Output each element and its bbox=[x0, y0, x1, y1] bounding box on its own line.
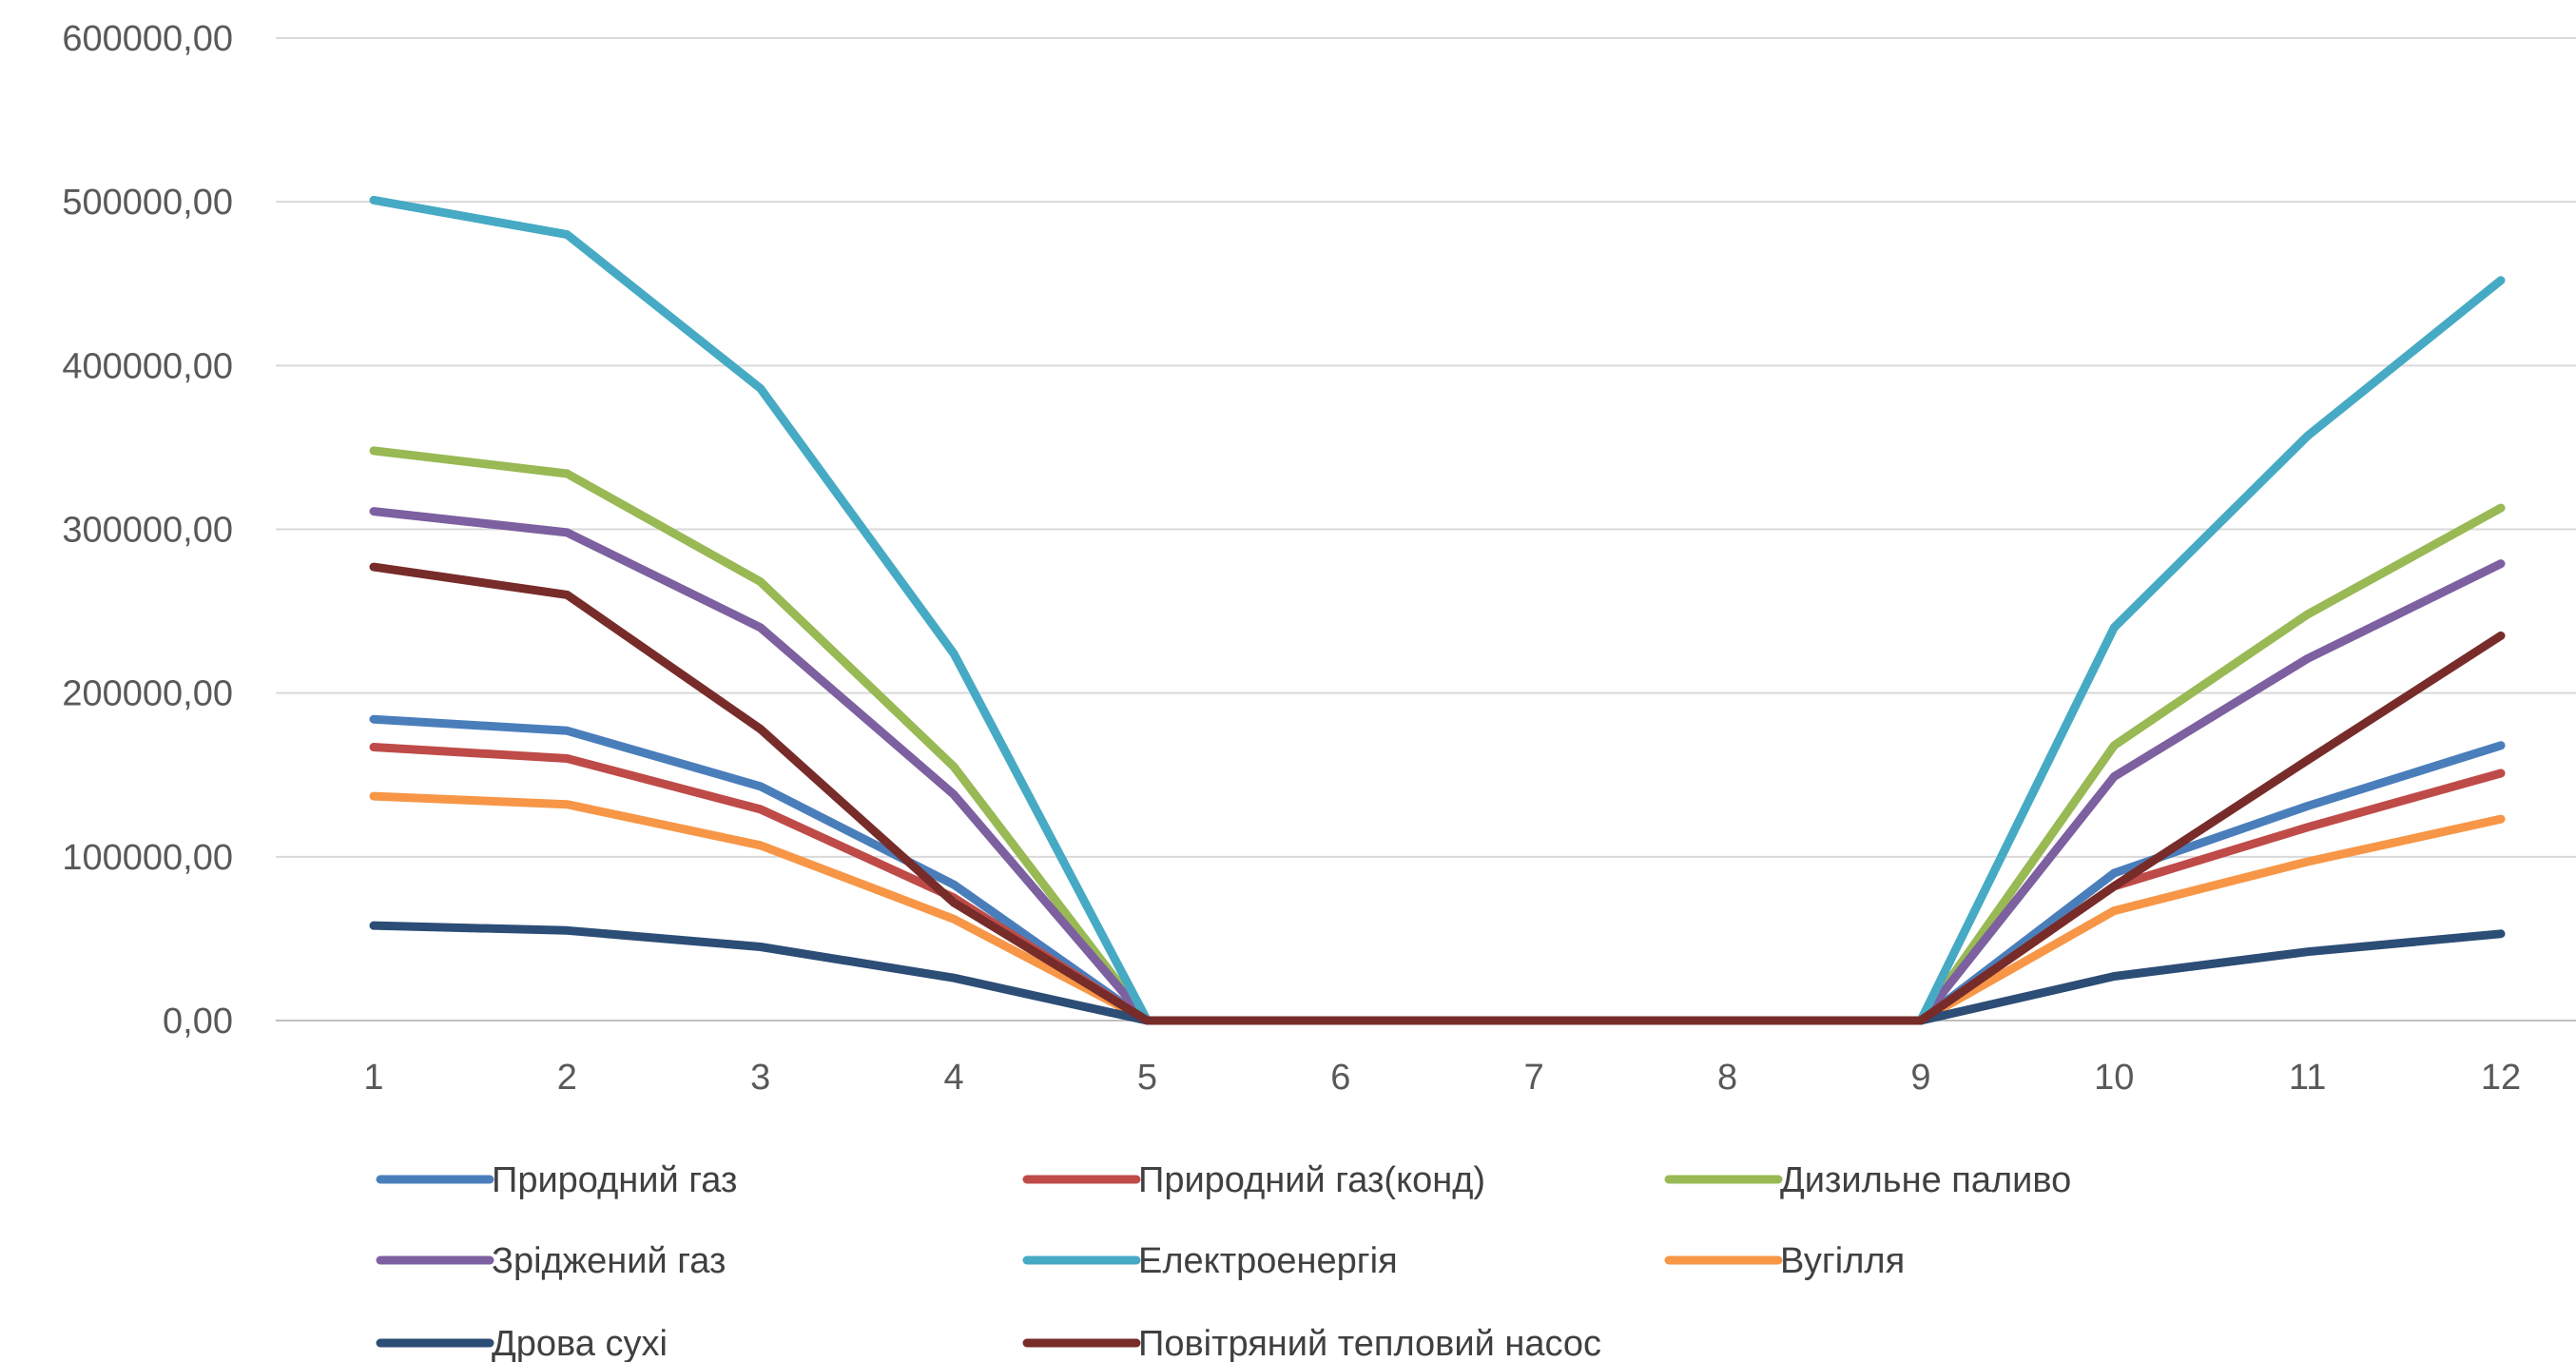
x-tick-label: 6 bbox=[1330, 1058, 1350, 1098]
y-tick-label: 500000,00 bbox=[62, 183, 233, 223]
y-tick-label: 100000,00 bbox=[62, 838, 233, 878]
legend-label: Повітряний тепловий насос bbox=[1138, 1324, 1601, 1362]
x-tick-label: 3 bbox=[750, 1058, 770, 1098]
x-tick-label: 1 bbox=[363, 1058, 383, 1098]
legend-label: Електроенергія bbox=[1138, 1241, 1398, 1281]
gridlines bbox=[276, 37, 2576, 1022]
legend-item: Зріджений газ bbox=[376, 1241, 726, 1281]
legend-item: Природний газ(конд) bbox=[1022, 1160, 1485, 1200]
legend-item: Природний газ bbox=[376, 1160, 737, 1200]
legend-label: Зріджений газ bbox=[492, 1241, 726, 1281]
legend-item: Дизильне паливо bbox=[1664, 1160, 2071, 1200]
x-tick-label: 8 bbox=[1717, 1058, 1737, 1098]
legend-label: Вугілля bbox=[1780, 1241, 1905, 1281]
x-tick-label: 5 bbox=[1137, 1058, 1157, 1098]
legend-label: Природний газ bbox=[492, 1160, 737, 1200]
x-tick-label: 2 bbox=[557, 1058, 577, 1098]
legend: Природний газ Природний газ(конд) Дизильне… bbox=[376, 1160, 2071, 1362]
y-axis-tick-labels: 0,00 100000,00 200000,00 300000,00 400000,00… bbox=[62, 19, 233, 1041]
series-lines bbox=[369, 195, 2506, 1025]
y-tick-label: 0,00 bbox=[163, 1002, 233, 1041]
y-tick-label: 200000,00 bbox=[62, 674, 233, 714]
y-tick-label: 600000,00 bbox=[62, 19, 233, 59]
legend-label: Дрова сухі bbox=[492, 1324, 668, 1362]
y-tick-label: 400000,00 bbox=[62, 346, 233, 386]
x-tick-label: 10 bbox=[2094, 1058, 2134, 1098]
series-line-7 bbox=[369, 921, 2506, 1025]
legend-item: Повітряний тепловий насос bbox=[1022, 1324, 1601, 1362]
y-tick-label: 300000,00 bbox=[62, 511, 233, 551]
legend-item: Електроенергія bbox=[1022, 1241, 1398, 1281]
legend-label: Дизильне паливо bbox=[1780, 1160, 2071, 1200]
legend-label: Природний газ(конд) bbox=[1138, 1160, 1485, 1200]
series-line-6 bbox=[369, 791, 2506, 1025]
x-axis-tick-labels: 1 2 3 4 5 6 7 8 9 10 11 12 bbox=[363, 1058, 2521, 1098]
legend-item: Дрова сухі bbox=[376, 1324, 668, 1362]
x-tick-label: 7 bbox=[1524, 1058, 1544, 1098]
x-tick-label: 12 bbox=[2481, 1058, 2521, 1098]
x-tick-label: 11 bbox=[2289, 1058, 2326, 1098]
series-line-8 bbox=[369, 562, 2506, 1025]
x-tick-label: 4 bbox=[944, 1058, 964, 1098]
x-tick-label: 9 bbox=[1910, 1058, 1930, 1098]
series-line-2 bbox=[369, 743, 2506, 1025]
legend-item: Вугілля bbox=[1664, 1241, 1905, 1281]
